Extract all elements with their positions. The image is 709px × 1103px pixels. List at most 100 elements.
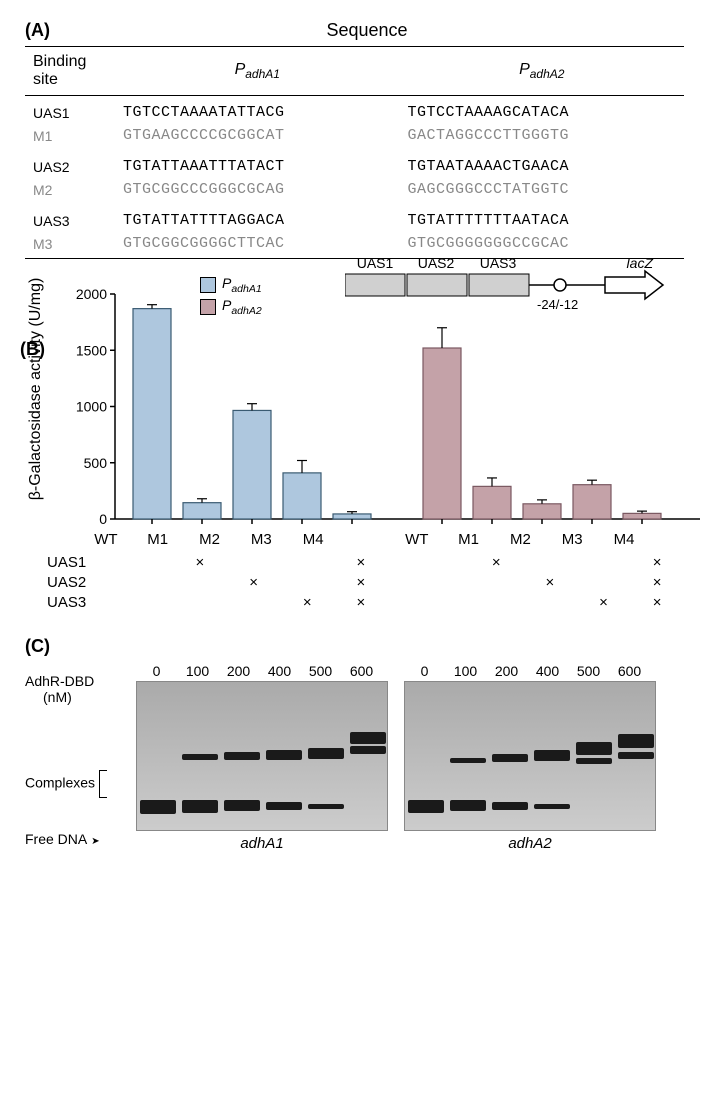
seq-p1-mut: GTGAAGCCCCGCGGCAT	[115, 124, 400, 150]
diagram-uas3-label: UAS3	[467, 255, 529, 271]
concentration-value: 600	[609, 663, 650, 679]
diagram-lacz-label: lacZ	[529, 255, 659, 271]
y-axis-label: β-Galactosidase activity (U/mg)	[27, 278, 45, 501]
gel-1-image	[136, 681, 388, 831]
mutant-name: M1	[25, 124, 115, 150]
panel-a-label: (A)	[25, 20, 50, 41]
seq-p1: TGTATTAAATTTATACT	[115, 150, 400, 178]
concentration-value: 500	[568, 663, 609, 679]
gel-band	[450, 758, 486, 763]
mutation-mark: ×	[630, 554, 684, 571]
col-padhA1: PadhA1	[115, 47, 400, 96]
mutation-mark: ×	[630, 594, 684, 611]
x-axis-categories: WTM1M2M3M4WTM1M2M3M4	[80, 531, 650, 548]
gel-1-caption: adhA1	[136, 835, 388, 852]
mutation-mark: ×	[227, 574, 281, 591]
seq-p2: TGTATTTTTTTAATACA	[400, 204, 685, 232]
x-category: WT	[391, 531, 443, 548]
mutation-mark	[119, 574, 173, 591]
mutation-mark	[119, 594, 173, 611]
gel-band	[576, 742, 612, 755]
seq-p1: TGTCCTAAAATATTACG	[115, 96, 400, 125]
seq-p1-mut: GTGCGGCCCGGGCGCAG	[115, 178, 400, 204]
diagram-uas1-label: UAS1	[345, 255, 405, 271]
gel-band	[534, 804, 570, 809]
x-category: M3	[235, 531, 287, 548]
mutation-mark	[523, 594, 577, 611]
gel-band	[618, 734, 654, 748]
x-category: M3	[546, 531, 598, 548]
x-category: M4	[287, 531, 339, 548]
gel-band	[224, 800, 260, 811]
x-category: M2	[495, 531, 547, 548]
seq-p2: TGTAATAAAACTGAACA	[400, 150, 685, 178]
svg-text:1000: 1000	[76, 399, 107, 415]
mutation-mark: ×	[577, 594, 631, 611]
concentration-value: 0	[404, 663, 445, 679]
svg-text:1500: 1500	[76, 342, 107, 358]
gel-band	[350, 732, 386, 744]
mutation-mark: ×	[469, 554, 523, 571]
svg-text:500: 500	[84, 455, 108, 471]
x-category: M4	[598, 531, 650, 548]
mutant-name: M3	[25, 232, 115, 259]
gel-band	[182, 754, 218, 760]
concentration-value: 200	[218, 663, 259, 679]
gel-band	[492, 754, 528, 762]
mutation-mark	[173, 574, 227, 591]
gel-band	[308, 804, 344, 809]
mutation-row-label: UAS2	[35, 574, 104, 591]
mutation-mark	[119, 554, 173, 571]
mutation-mark	[577, 554, 631, 571]
x-category: M2	[184, 531, 236, 548]
gel-band	[534, 750, 570, 761]
panel-a: (A) Sequence Binding site PadhA1 PadhA2 …	[25, 20, 684, 259]
mutation-mark	[280, 574, 334, 591]
concentration-value: 500	[300, 663, 341, 679]
concentration-value: 400	[527, 663, 568, 679]
mutation-mark	[416, 574, 470, 591]
mutation-mark	[523, 554, 577, 571]
mutation-mark: ×	[523, 574, 577, 591]
x-category: M1	[443, 531, 495, 548]
mutation-mark: ×	[334, 574, 388, 591]
binding-site-name: UAS1	[25, 96, 115, 125]
mutation-mark	[227, 594, 281, 611]
gel-2-caption: adhA2	[404, 835, 656, 852]
mutation-mark	[469, 574, 523, 591]
gel-band	[576, 758, 612, 764]
binding-site-name: UAS3	[25, 204, 115, 232]
mutation-mark	[280, 554, 334, 571]
mutation-mark	[416, 554, 470, 571]
seq-p2-mut: GACTAGGCCCTTGGGTG	[400, 124, 685, 150]
mutation-row-label: UAS3	[35, 594, 104, 611]
mutation-grid: UAS1××××UAS2××××UAS3××××	[35, 552, 684, 612]
seq-p2: TGTCCTAAAAGCATACA	[400, 96, 685, 125]
mutation-mark	[469, 594, 523, 611]
gel-band	[140, 800, 176, 814]
svg-text:2000: 2000	[76, 289, 107, 302]
mutation-mark: ×	[173, 554, 227, 571]
mutation-mark: ×	[280, 594, 334, 611]
concentration-value: 100	[445, 663, 486, 679]
mutation-mark: ×	[334, 554, 388, 571]
bracket-icon	[99, 770, 107, 798]
bar-chart: β-Galactosidase activity (U/mg) 05001000…	[65, 289, 705, 529]
gel-band	[618, 752, 654, 759]
x-category: WT	[80, 531, 132, 548]
gel-band	[450, 800, 486, 811]
panel-c: (C) AdhR-DBD (nM) Complexes Free DNA 010…	[25, 636, 684, 852]
gel-band	[266, 750, 302, 760]
free-dna-label: Free DNA	[25, 831, 120, 847]
gel-band	[266, 802, 302, 810]
binding-site-name: UAS2	[25, 150, 115, 178]
concentration-value: 100	[177, 663, 218, 679]
unit-label: (nM)	[25, 689, 120, 705]
x-category: M1	[132, 531, 184, 548]
mutation-mark	[416, 594, 470, 611]
gel-band	[492, 802, 528, 810]
mutation-row-label: UAS1	[35, 554, 104, 571]
arrow-icon	[89, 831, 99, 847]
col-binding-site: Binding site	[25, 47, 115, 96]
gel-row-labels: AdhR-DBD (nM) Complexes Free DNA	[25, 663, 120, 749]
